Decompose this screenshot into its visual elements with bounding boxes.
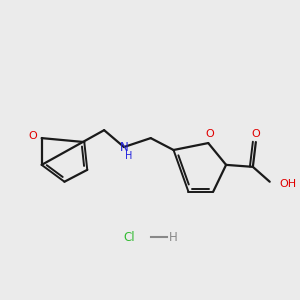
Text: H: H	[125, 151, 133, 161]
Text: Cl: Cl	[123, 231, 135, 244]
Text: N: N	[120, 140, 128, 154]
Text: O: O	[28, 131, 37, 141]
Text: O: O	[206, 129, 214, 139]
Text: O: O	[251, 129, 260, 139]
Text: H: H	[169, 231, 178, 244]
Text: OH: OH	[280, 179, 297, 189]
